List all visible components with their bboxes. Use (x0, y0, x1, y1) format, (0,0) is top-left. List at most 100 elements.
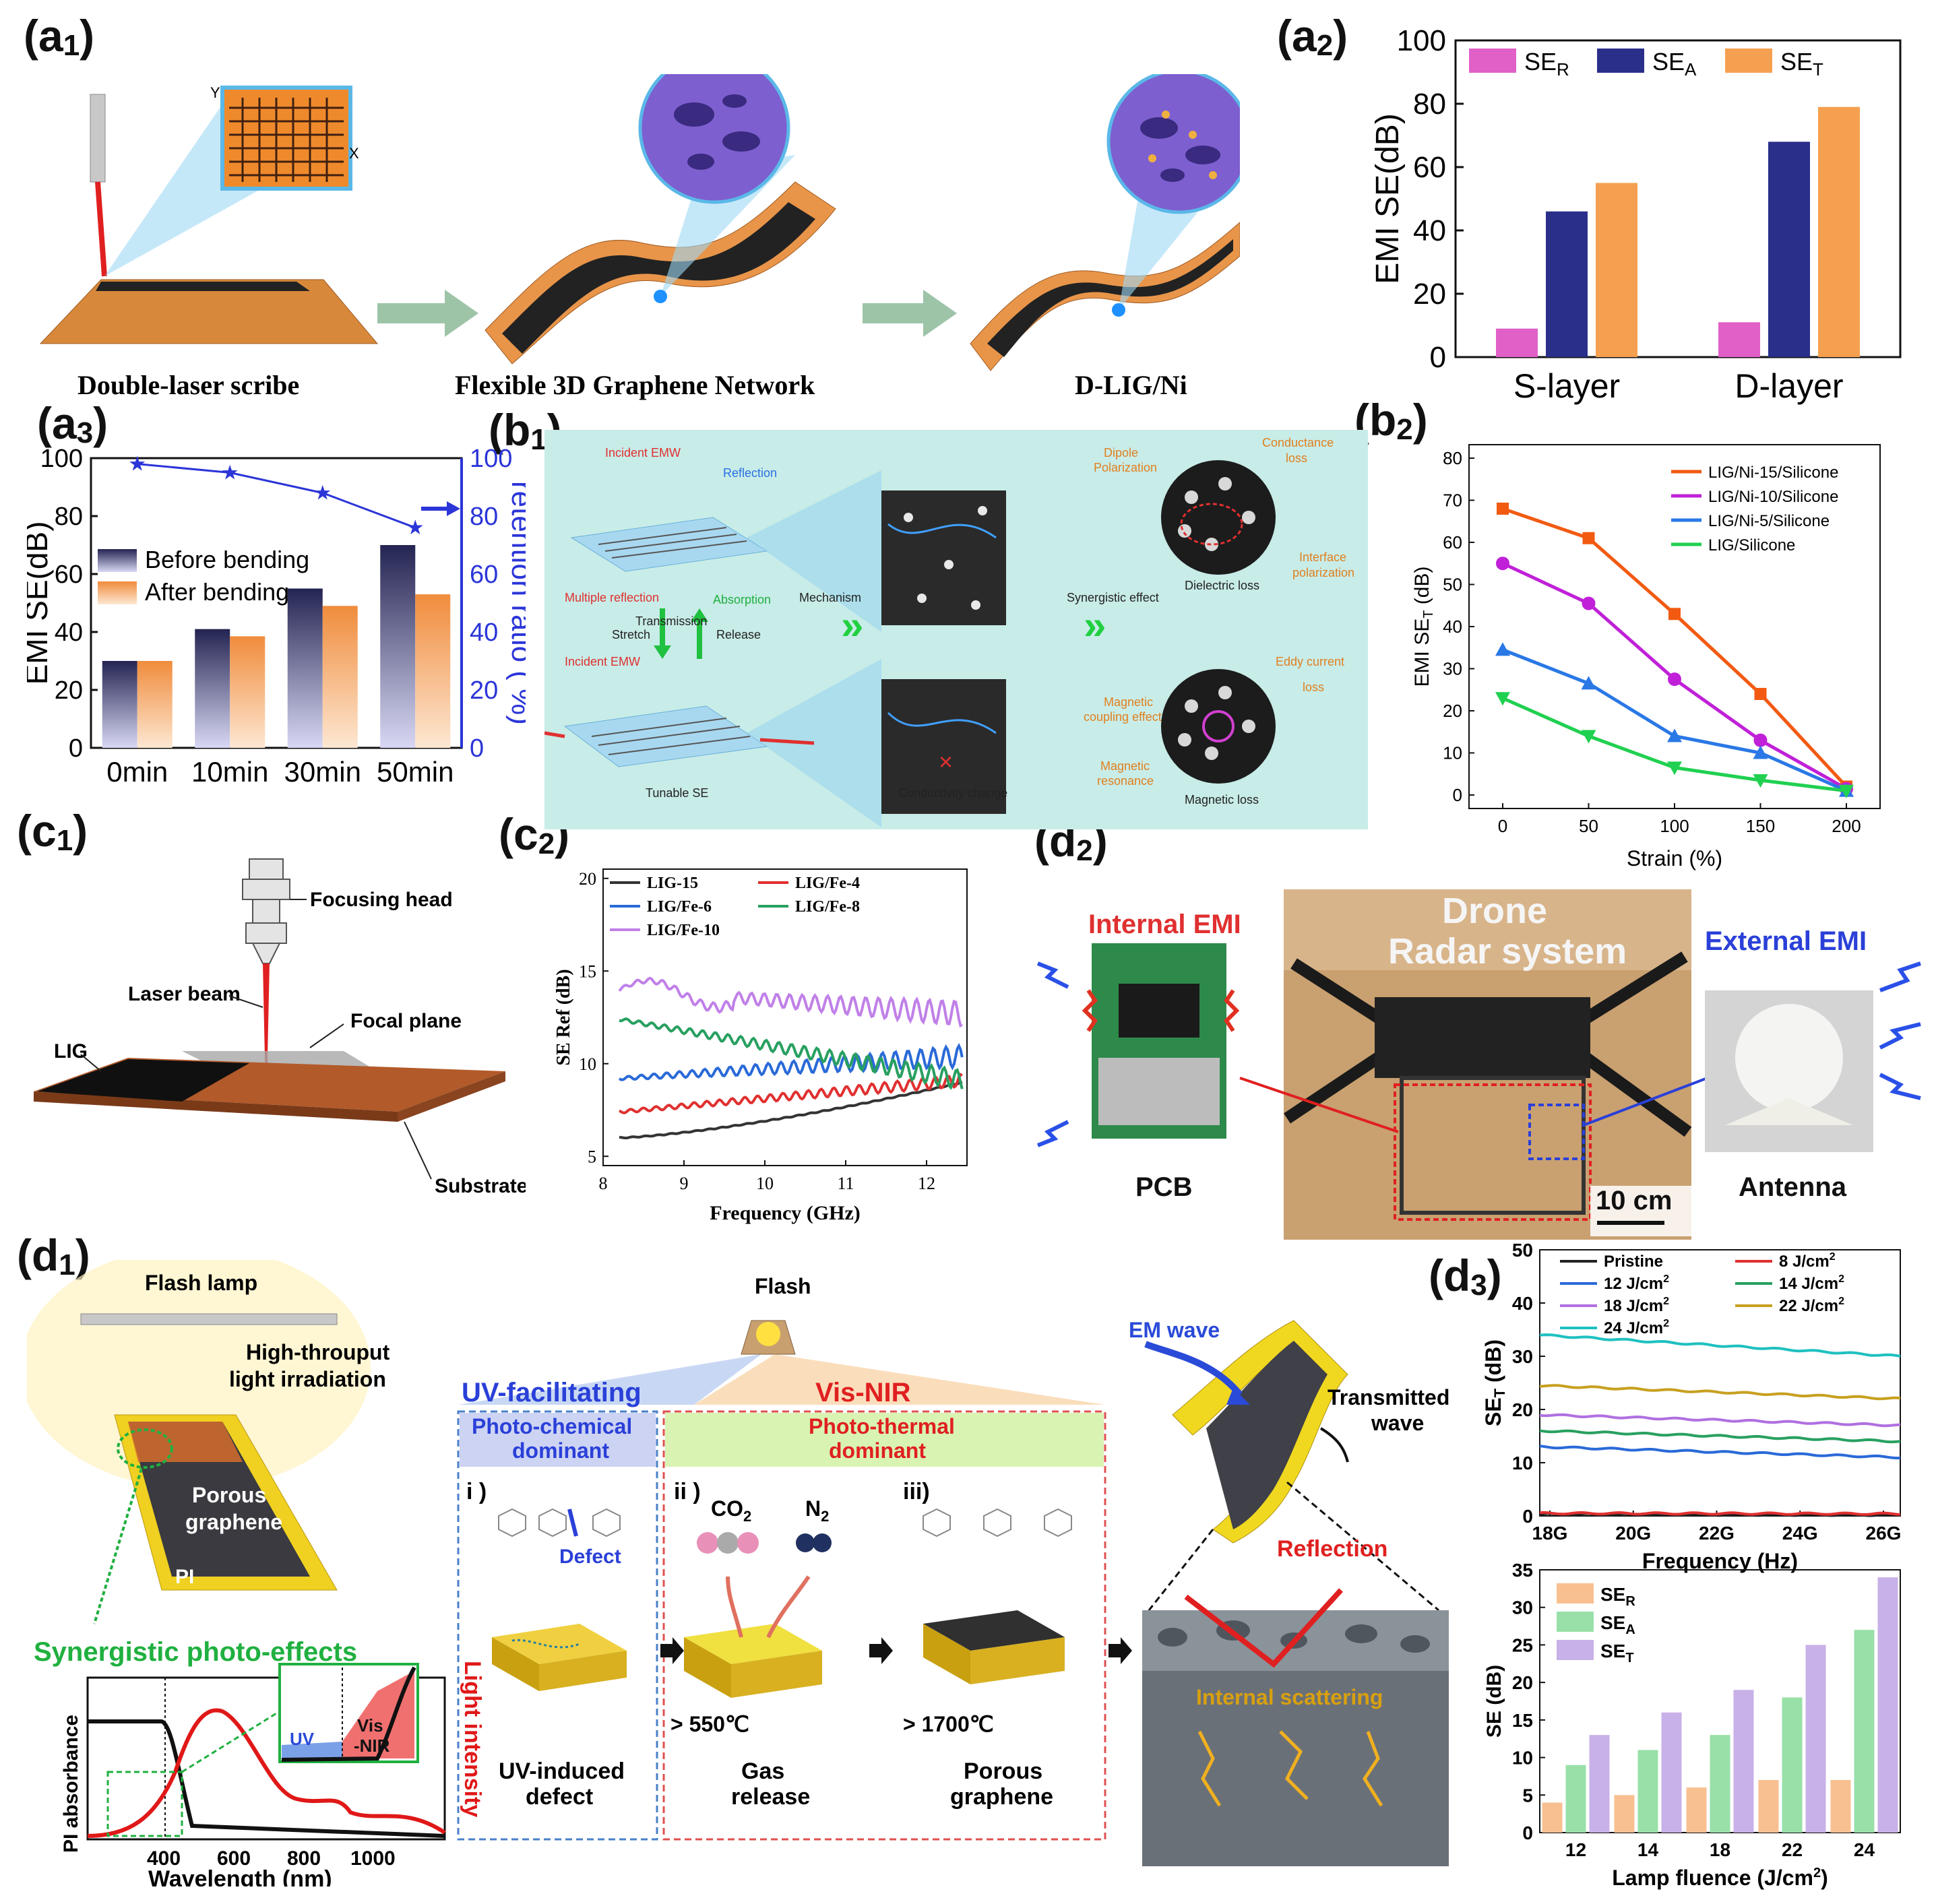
b2-ylabel-part-2: (dB) (1411, 567, 1433, 610)
c2-xlabel: Frequency (GHz) (710, 1202, 861, 1224)
d3b-ytick-label: 15 (1512, 1710, 1533, 1731)
d3b-bar (1661, 1712, 1682, 1833)
b2-series-line (1501, 696, 1847, 793)
b2-legend-label: LIG/Silicone (1708, 536, 1795, 554)
c2-xtick-label: 8 (599, 1174, 608, 1193)
c2-series-line (619, 1073, 963, 1114)
d3t-ytick-label: 30 (1512, 1346, 1533, 1367)
d3t-legend-label: 8 J/cm2 (1779, 1251, 1836, 1271)
a3-bar (137, 661, 173, 748)
a3-xtick-label: 0min (106, 756, 168, 788)
b2-ytick-label: 30 (1443, 659, 1462, 679)
b2-marker (1582, 532, 1595, 544)
magnetic2-label: Magnetic (1100, 759, 1150, 773)
a2-ytick-label: 0 (1430, 341, 1446, 374)
axis-y-label: Y (210, 84, 220, 101)
d3t-series-line (1539, 1429, 1901, 1444)
b2-marker (1582, 596, 1596, 610)
reflection-label: Reflection (723, 466, 777, 480)
block-ii (684, 1575, 822, 1698)
substrate-side-r (398, 1071, 505, 1122)
step-i-label: i ) (466, 1479, 487, 1504)
inset-uv-fill (282, 1742, 342, 1758)
substrate-3 (970, 222, 1240, 371)
a3-bar (380, 545, 416, 748)
arrow-icon-3 (1108, 1637, 1132, 1664)
d3b-bar (1565, 1765, 1586, 1833)
a3-bar (230, 636, 266, 748)
photo-chemical-header (460, 1413, 656, 1467)
chart-d3-top: 0 10 20 30 40 50 18G 20G 22G 24G 26G Pristine 8 J/cm… (1481, 1240, 1901, 1573)
flash-glow (756, 1322, 780, 1346)
pcb-label: PCB (1135, 1172, 1192, 1202)
a2-legend-label-part-1: R (1557, 59, 1569, 80)
b2-marker (1839, 784, 1854, 798)
label-d3: (d3) (1429, 1250, 1502, 1302)
reflection-label: Reflection (1277, 1536, 1387, 1562)
scribe-grid (220, 86, 352, 191)
d3t-legend-label-part-0: Pristine (1604, 1252, 1663, 1271)
chart-a3: 0 0 20 20 40 40 60 60 80 80 100 100 0min 10min 30min 50… (27, 445, 526, 788)
d3b-bar (1589, 1735, 1610, 1833)
b2-marker (1753, 745, 1768, 759)
a3-bar (102, 661, 137, 748)
b2-xtick-label: 150 (1746, 816, 1775, 836)
defect2-label: defect (526, 1784, 593, 1810)
transmitted-arrow (1319, 1427, 1349, 1463)
graphene2-label: graphene (950, 1784, 1053, 1810)
d3t-xtick-label: 18G (1532, 1523, 1568, 1544)
absorbance-curve (88, 1719, 445, 1838)
co2-label: CO2 (711, 1496, 751, 1525)
a2-legend-swatch (1597, 49, 1644, 73)
d3b-xlabel-part-1: 2 (1813, 1866, 1821, 1880)
sem-image-top (881, 490, 1006, 625)
radar-label: Radar system (1388, 931, 1627, 972)
b2-marker (1495, 692, 1510, 706)
a2-legend-label: SER (1524, 48, 1569, 80)
vis-spectrum-fan (694, 1354, 1105, 1405)
a3-retention-line (137, 463, 416, 529)
n2-label: N2 (805, 1496, 829, 1525)
antenna-label: Antenna (1739, 1172, 1847, 1202)
d3b-xtick-label: 12 (1565, 1839, 1586, 1860)
process-arrow-2 (863, 290, 957, 337)
zoom-line-right (1286, 1481, 1439, 1612)
b2-xtick-label: 200 (1832, 816, 1861, 836)
c2-legend-label: LIG/Fe-8 (795, 898, 860, 916)
flash-label: Flash (755, 1274, 811, 1298)
d3t-xtick-label: 24G (1782, 1523, 1818, 1544)
substrate-pointer (404, 1121, 432, 1180)
lig-label: LIG (54, 1040, 88, 1062)
ylabel-right: Light intensity (460, 1661, 485, 1817)
incident-emw-bottom: Incident EMW (565, 655, 640, 668)
magnetic-sphere (1161, 669, 1276, 784)
c2-ytick-label: 5 (588, 1147, 596, 1166)
scale-bg (1590, 1186, 1691, 1236)
b2-ytick-label: 80 (1443, 448, 1462, 468)
a3-bar (322, 606, 358, 748)
c2-xtick-label: 9 (680, 1174, 689, 1193)
internal-scattering-label: Internal scattering (1196, 1685, 1383, 1709)
a2-ytick-label: 100 (1397, 24, 1446, 57)
d3t-plot-frame (1539, 1249, 1901, 1517)
wave-label: wave (1371, 1411, 1424, 1435)
d3b-legend-swatch (1557, 1640, 1594, 1660)
d3b-xtick-label: 24 (1854, 1839, 1875, 1860)
a2-bar (1546, 211, 1588, 357)
chart-b2: 0 10 20 30 40 50 60 70 80 0 50 100 150 200 LIG/Ni-15/S… (1411, 444, 1881, 870)
a2-legend-label: SEA (1652, 48, 1697, 80)
c2-ytick-label: 10 (579, 1054, 596, 1074)
b2-ytick-label: 70 (1443, 490, 1462, 511)
b2-legend-label: LIG/Ni-15/Silicone (1708, 464, 1838, 482)
d3b-ytick-label: 0 (1522, 1822, 1533, 1843)
d3b-legend-label: SER (1600, 1584, 1635, 1609)
d3b-ytick-label: 20 (1512, 1672, 1533, 1693)
conductivity-change-label: Conductivity change (898, 786, 1007, 800)
dipole-label: Dipole (1104, 446, 1138, 459)
step2-label: Flexible 3D Graphene Network (455, 370, 815, 400)
inset-uv-label: UV (290, 1729, 315, 1749)
d3t-legend-label-part-0: 24 J/cm (1604, 1319, 1663, 1337)
a3-bar (287, 588, 323, 748)
release-label: release (731, 1784, 810, 1810)
d3b-bar (1830, 1780, 1851, 1833)
